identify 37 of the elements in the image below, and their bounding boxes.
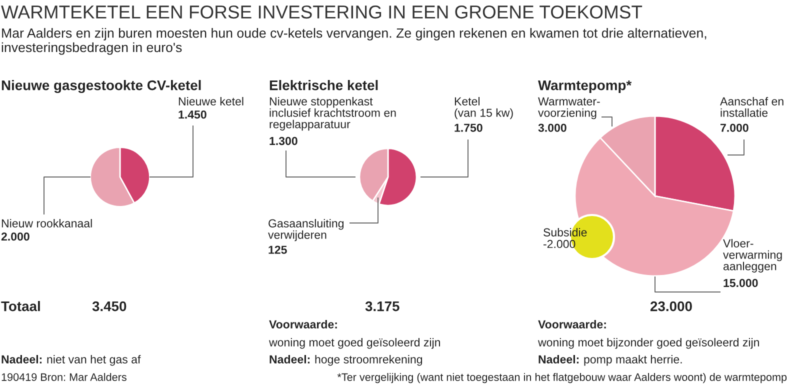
text: *Ter vergelijking (want niet toegestaan in het flatgebouw waar Aalders woont) de warmtepomp	[337, 373, 787, 384]
slice-label: Gasaansluiting verwijderen	[268, 219, 344, 242]
data-label: 3.000	[538, 124, 566, 132]
slice-label: Nieuwe ketel	[178, 97, 244, 106]
chart-title: Elektrische ketel	[270, 80, 378, 90]
data-label: 7.000	[720, 124, 748, 132]
text: Nadeel:	[2, 355, 42, 364]
text: 23.000	[650, 301, 692, 312]
slice-label: Aanschaf en installatie	[720, 97, 784, 117]
chart-title: Warmtepomp*	[538, 80, 632, 93]
text: 3.175	[365, 301, 400, 312]
text: pomp maakt herrie.	[584, 355, 682, 366]
data-label: 125	[268, 246, 287, 254]
text: Nadeel:	[538, 355, 579, 364]
text: Nadeel:	[270, 355, 310, 364]
text: woning moet bijzonder goed geïsoleerd zijn	[538, 338, 759, 349]
slice-label: Nieuw rookkanaal	[2, 219, 92, 228]
data-label: 1.750	[454, 124, 482, 132]
text: WARMTEKETEL EEN FORSE INVESTERING IN EEN GROENE TOEKOMST	[1, 5, 642, 19]
slice-label: Nieuwe stoppenkast inclusief krachtstroom en regelapparatuur	[270, 97, 396, 131]
chart-title: Nieuwe gasgestookte CV-ketel	[2, 80, 201, 94]
text: Voorwaarde:	[538, 320, 606, 328]
text: woning moet goed geïsoleerd zijn	[268, 338, 440, 349]
text: 190419 Bron: Mar Aalders	[2, 373, 126, 381]
slice-label: Vloer- verwarming aanleggen	[723, 239, 782, 273]
text: Mar Aalders en zijn buren moesten hun oude cv-ketels vervangen. Ze gingen rekenen en kwamen tot drie alternatieven, investeringsbedragen in euro's	[2, 28, 706, 55]
slice-label: Warmwater- voorziening	[538, 97, 600, 120]
data-label: 15.000	[724, 278, 758, 288]
data-label: 1.450	[178, 110, 206, 119]
slice-label: Ketel (van 15 kw)	[454, 97, 513, 120]
text: Totaal	[1, 301, 40, 312]
text: Voorwaarde:	[269, 320, 337, 328]
text: hoge stroomrekening	[315, 355, 422, 366]
data-label: 1.300	[270, 136, 298, 146]
data-label: 2.000	[1, 232, 30, 241]
text: niet van het gas af	[47, 355, 141, 366]
text: 3.450	[92, 301, 126, 312]
